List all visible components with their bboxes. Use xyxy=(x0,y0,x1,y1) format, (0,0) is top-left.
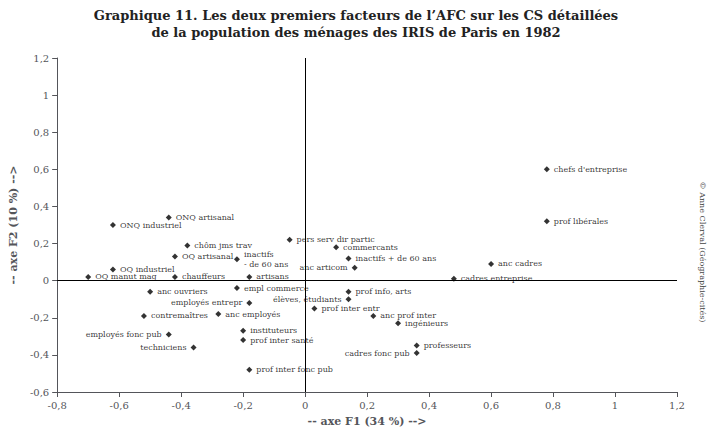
svg-text:-0,4: -0,4 xyxy=(30,349,49,360)
svg-text:OQ artisanal: OQ artisanal xyxy=(182,252,234,261)
svg-text:1,2: 1,2 xyxy=(33,53,49,64)
svg-text:prof inter fonc pub: prof inter fonc pub xyxy=(256,365,333,374)
svg-text:0,8: 0,8 xyxy=(33,127,49,138)
svg-text:professeurs: professeurs xyxy=(424,341,471,350)
svg-text:Graphique 11. Les deux premier: Graphique 11. Les deux premiers facteurs… xyxy=(94,8,618,23)
svg-text:prof inter santé: prof inter santé xyxy=(250,336,314,345)
svg-text:inactifs: inactifs xyxy=(244,250,274,259)
svg-text:- de 60 ans: - de 60 ans xyxy=(244,260,288,269)
svg-text:prof inter entr: prof inter entr xyxy=(321,304,379,313)
svg-text:0,4: 0,4 xyxy=(421,400,437,411)
svg-text:chefs d'entreprise: chefs d'entreprise xyxy=(554,165,628,174)
svg-text:ingénieurs: ingénieurs xyxy=(405,319,448,328)
svg-text:pers serv dir partic: pers serv dir partic xyxy=(296,235,375,245)
svg-text:-0,4: -0,4 xyxy=(171,400,190,411)
svg-text:anc prof inter: anc prof inter xyxy=(380,311,436,321)
svg-text:anc ouvriers: anc ouvriers xyxy=(157,287,207,296)
svg-text:de la population des ménages d: de la population des ménages des IRIS de… xyxy=(151,25,560,40)
svg-text:cadres fonc pub: cadres fonc pub xyxy=(345,349,410,358)
svg-text:0,4: 0,4 xyxy=(33,201,49,212)
svg-text:-0,2: -0,2 xyxy=(233,400,252,411)
svg-text:OQ manut mag: OQ manut mag xyxy=(95,272,157,282)
svg-text:1: 1 xyxy=(612,400,618,411)
svg-text:chauffeurs: chauffeurs xyxy=(181,272,225,282)
svg-text:ONQ industriel: ONQ industriel xyxy=(120,221,182,230)
svg-text:-- axe F2 (10 %) -->: -- axe F2 (10 %) --> xyxy=(7,166,20,285)
svg-text:instituteurs: instituteurs xyxy=(250,326,297,335)
svg-text:-0,6: -0,6 xyxy=(30,387,49,398)
svg-text:techniciens: techniciens xyxy=(140,343,186,352)
svg-text:0,2: 0,2 xyxy=(359,400,375,411)
svg-text:0: 0 xyxy=(43,275,49,286)
svg-text:employés fonc pub: employés fonc pub xyxy=(86,330,162,339)
svg-text:OQ industriel: OQ industriel xyxy=(120,265,175,274)
svg-text:0,8: 0,8 xyxy=(545,400,561,411)
svg-text:-0,6: -0,6 xyxy=(110,400,129,411)
svg-text:empl commerce: empl commerce xyxy=(244,284,309,293)
svg-text:-0,2: -0,2 xyxy=(30,312,49,323)
svg-text:-0,8: -0,8 xyxy=(48,400,67,411)
svg-text:-- axe F1 (34 %) -->: -- axe F1 (34 %) --> xyxy=(308,415,427,428)
svg-text:employés entrepr: employés entrepr xyxy=(171,298,243,307)
svg-text:contremaîtres: contremaîtres xyxy=(151,311,208,320)
svg-text:1: 1 xyxy=(43,90,49,101)
svg-text:0: 0 xyxy=(302,400,308,411)
svg-text:élèves, étudiants: élèves, étudiants xyxy=(273,295,342,304)
svg-text:0,2: 0,2 xyxy=(33,238,49,249)
svg-text:0,6: 0,6 xyxy=(483,400,499,411)
svg-text:0,6: 0,6 xyxy=(33,164,49,175)
svg-text:chôm jms trav: chôm jms trav xyxy=(194,241,252,250)
svg-text:anc employés: anc employés xyxy=(225,310,280,319)
svg-text:prof info, arts: prof info, arts xyxy=(355,287,411,296)
svg-text:prof libérales: prof libérales xyxy=(554,217,608,226)
svg-text:artisans: artisans xyxy=(256,272,289,282)
svg-text:inactifs + de 60 ans: inactifs + de 60 ans xyxy=(355,254,436,263)
svg-text:anc cadres: anc cadres xyxy=(498,259,542,268)
svg-text:1,2: 1,2 xyxy=(669,400,685,411)
svg-text:anc articom: anc articom xyxy=(299,263,348,272)
svg-text:© Anne Clerval (Géographie-cit: © Anne Clerval (Géographie-cités) xyxy=(698,182,707,323)
svg-text:ONQ artisanal: ONQ artisanal xyxy=(176,213,235,222)
svg-text:commercants: commercants xyxy=(343,243,398,252)
svg-text:cadres entreprise: cadres entreprise xyxy=(461,274,533,283)
